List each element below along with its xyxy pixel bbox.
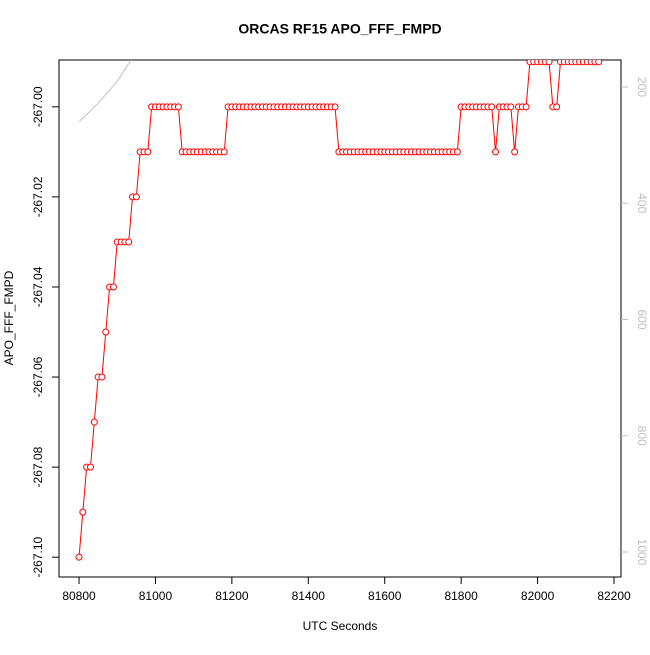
data-point [488,103,496,111]
y-tick-label: -267.10 [31,537,45,578]
y-tick-label: -267.04 [31,266,45,307]
plot-area [75,60,603,561]
y-tick-label: -267.02 [31,176,45,217]
data-point [174,103,182,111]
data-point [553,103,561,111]
data-point [545,60,553,66]
data-point [102,328,110,336]
y2-tick-label: 1000 [635,539,649,566]
y2-tick-label: 200 [635,77,649,97]
y-tick-label: -267.06 [31,356,45,397]
data-point [453,148,461,156]
y2-tick-label: 400 [635,193,649,213]
data-point [109,283,117,291]
y2-tick-label: 800 [635,426,649,446]
data-point [522,103,530,111]
data-point [331,103,339,111]
data-point [86,463,94,471]
plot-frame [58,59,622,578]
y-axis-label: APO_FFF_FMPD [2,270,16,365]
data-point [507,103,515,111]
data-point [511,148,519,156]
data-point [220,148,228,156]
x-tick-label: 81400 [292,589,326,603]
x-tick-label: 82200 [597,589,631,603]
data-point [132,193,140,201]
data-point [79,508,87,516]
chart-title: ORCAS RF15 APO_FFF_FMPD [238,21,441,37]
x-tick-label: 81000 [139,589,173,603]
y2-tick-label: 600 [635,310,649,330]
data-point [90,418,98,426]
x-tick-label: 81200 [215,589,249,603]
series-line [78,60,132,123]
data-point [492,148,500,156]
y-tick-label: -267.00 [31,86,45,127]
data-point [595,60,603,66]
x-axis-label: UTC Seconds [303,619,378,633]
x-tick-label: 81600 [368,589,402,603]
data-point [144,148,152,156]
x-tick-label: 80800 [62,589,96,603]
series-line [78,61,599,558]
x-tick-label: 81800 [444,589,478,603]
x-tick-label: 82000 [521,589,555,603]
y-tick-label: -267.08 [31,446,45,487]
data-point [125,238,133,246]
data-point [75,553,83,561]
data-point [98,373,106,381]
